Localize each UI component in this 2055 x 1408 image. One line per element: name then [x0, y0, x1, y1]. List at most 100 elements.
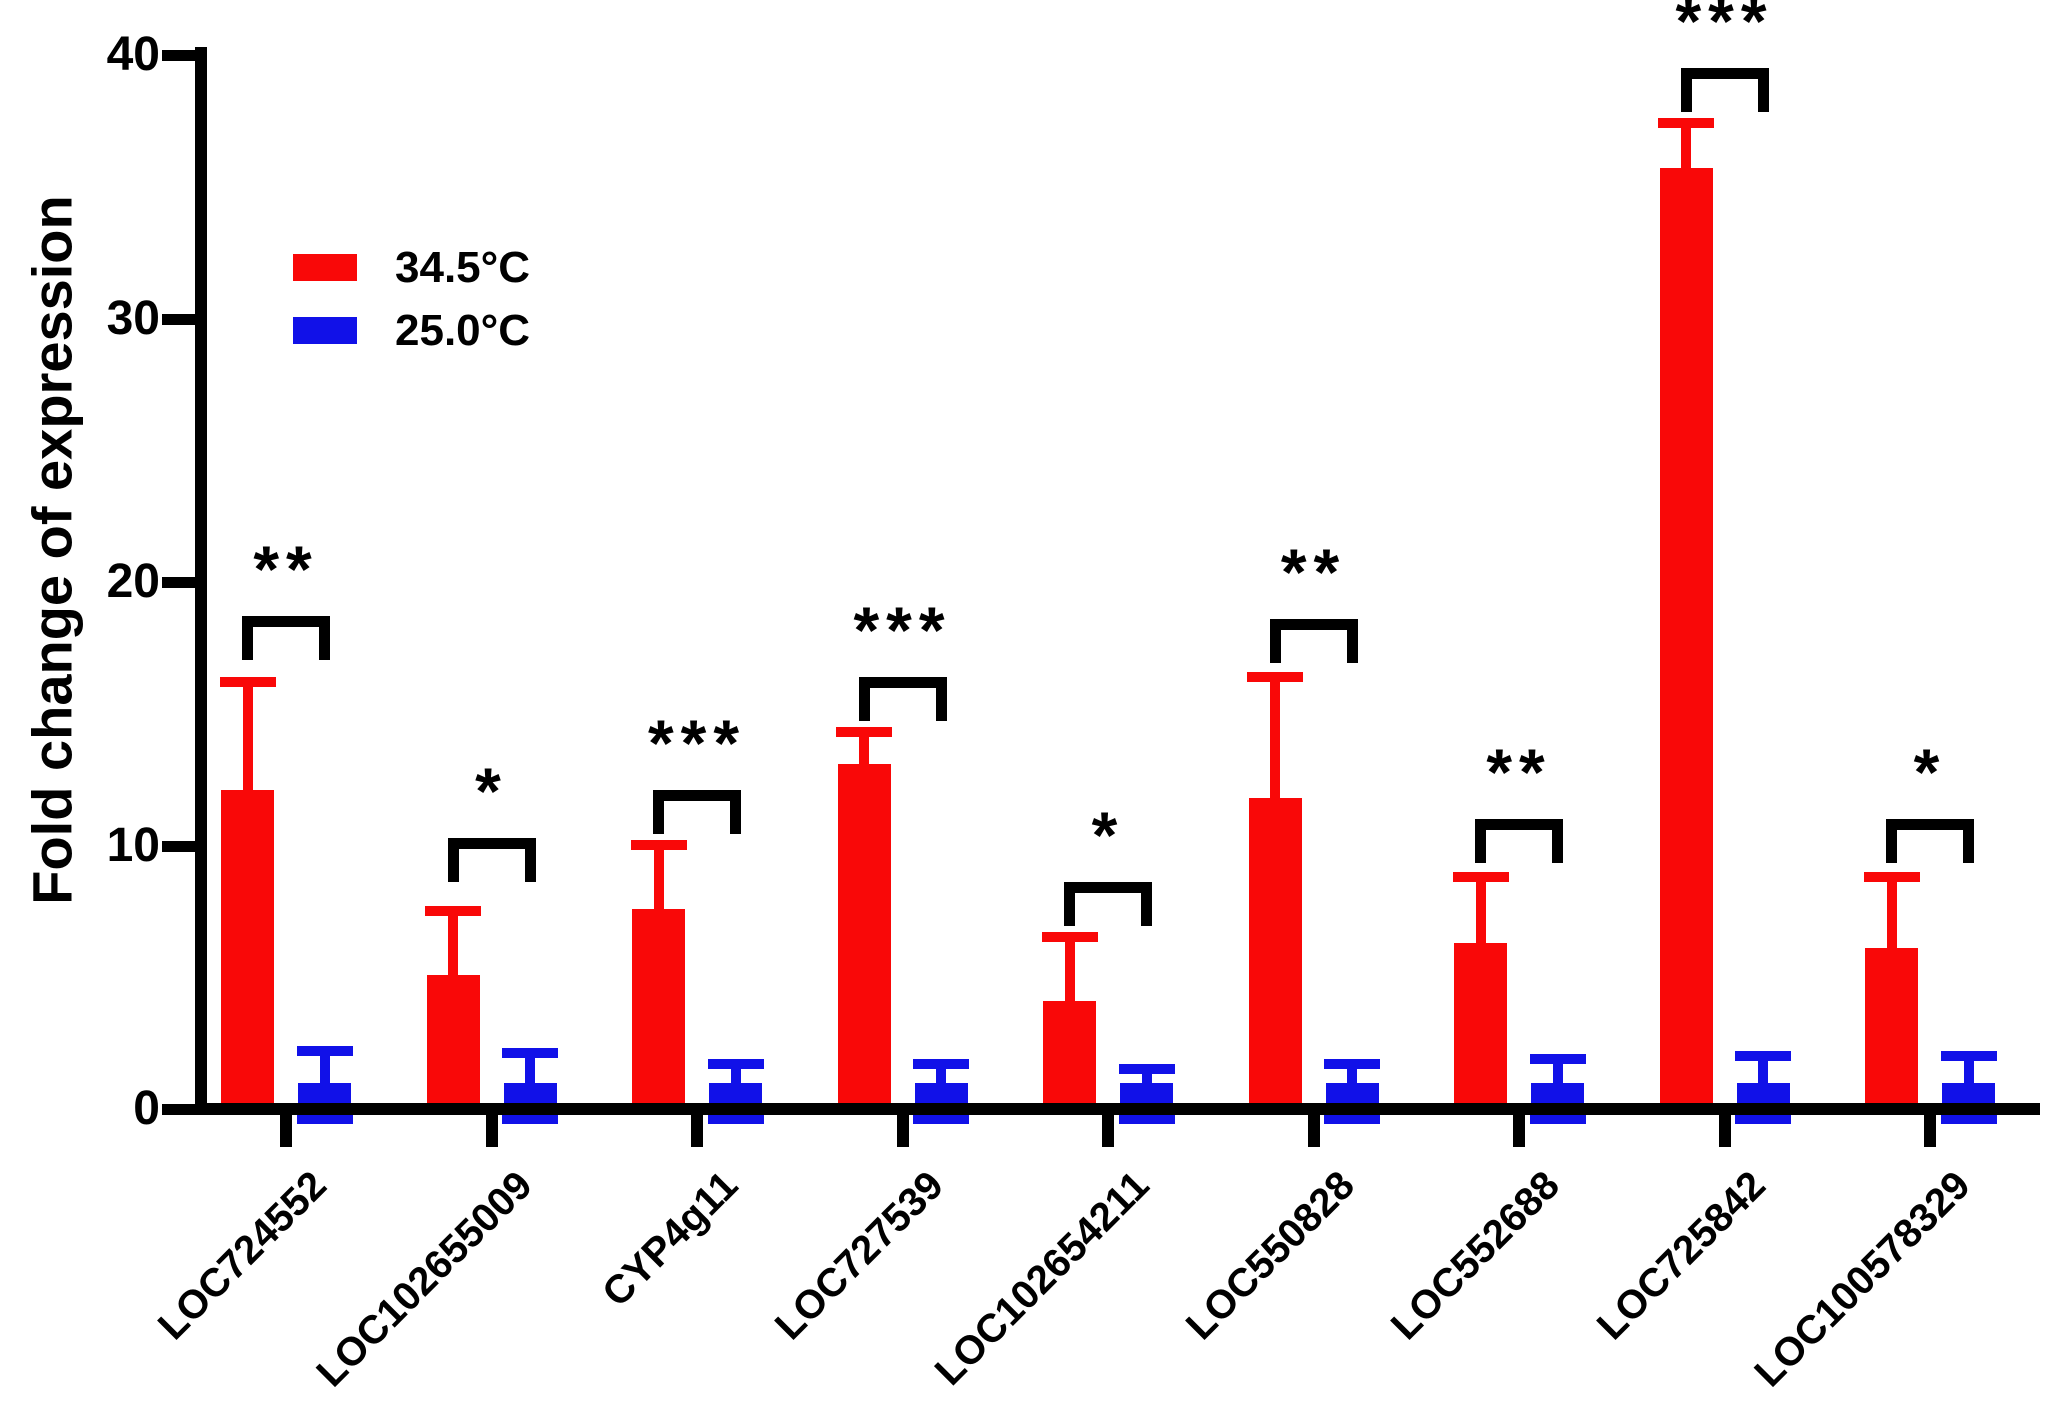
significance-bracket — [447, 837, 536, 882]
error-bar-lower-cap-25-0c — [1735, 1114, 1791, 1124]
x-category-label: LOC100578329 — [1746, 1163, 1980, 1396]
error-bar-cap-25-0c — [502, 1048, 558, 1059]
significance-asterisks: *** — [647, 706, 747, 781]
x-category-label: CYP4g11 — [593, 1163, 747, 1316]
error-bar-cap-34-5c — [219, 676, 276, 687]
error-bar-stem-25-0c — [1963, 1056, 1974, 1088]
bar-34-5c — [1043, 1000, 1096, 1115]
error-bar-stem-34-5c — [448, 911, 458, 980]
significance-asterisks: * — [1091, 798, 1125, 873]
error-bar-lower-cap-25-0c — [1118, 1114, 1175, 1124]
error-bar-cap-34-5c — [1452, 871, 1509, 882]
x-tick-mark — [1718, 1115, 1731, 1147]
x-category-label: LOC552688 — [1382, 1163, 1569, 1349]
significance-bracket — [1269, 618, 1358, 663]
significance-bracket — [653, 790, 741, 835]
x-tick-mark — [1307, 1115, 1320, 1147]
error-bar-cap-34-5c — [836, 726, 892, 737]
error-bar-stem-25-0c — [936, 1063, 946, 1088]
x-tick-mark — [280, 1115, 292, 1147]
significance-asterisks: ** — [1486, 735, 1552, 810]
error-bar-stem-34-5c — [859, 731, 869, 769]
error-bar-cap-25-0c — [296, 1045, 353, 1056]
significance-bracket — [858, 676, 947, 721]
error-bar-cap-25-0c — [1940, 1051, 1997, 1062]
error-bar-stem-25-0c — [319, 1050, 330, 1088]
error-bar-cap-25-0c — [1735, 1051, 1791, 1062]
error-bar-lower-cap-25-0c — [296, 1114, 353, 1124]
error-bar-cap-25-0c — [913, 1058, 969, 1069]
error-bar-stem-25-0c — [1347, 1063, 1357, 1088]
x-tick-mark — [896, 1115, 909, 1147]
y-tick-mark — [162, 313, 195, 325]
y-tick-label: 10 — [106, 818, 160, 872]
bar-34-5c — [221, 790, 274, 1115]
significance-asterisks: *** — [853, 592, 952, 667]
bar-34-5c — [1454, 942, 1507, 1115]
x-category-label: LOC102655009 — [308, 1163, 541, 1396]
significance-bracket — [1064, 882, 1152, 927]
x-axis-line — [195, 1103, 2040, 1115]
x-tick-mark — [485, 1115, 498, 1147]
y-tick-label: 20 — [106, 555, 160, 608]
y-tick-mark — [162, 577, 195, 588]
legend-label-34-5c: 34.5°C — [395, 243, 531, 292]
error-bar-cap-34-5c — [425, 906, 481, 917]
error-bar-stem-25-0c — [525, 1053, 535, 1088]
x-category-label: LOC727539 — [766, 1163, 952, 1349]
x-category-label: LOC725842 — [1588, 1163, 1774, 1349]
error-bar-stem-34-5c — [1681, 123, 1691, 174]
bar-34-5c — [632, 908, 685, 1115]
error-bar-cap-25-0c — [1118, 1064, 1175, 1075]
significance-bracket — [242, 616, 330, 661]
x-category-label: LOC724552 — [149, 1163, 336, 1349]
significance-asterisks: * — [475, 753, 508, 828]
x-tick-mark — [1102, 1115, 1114, 1147]
bar-34-5c — [1865, 948, 1918, 1115]
x-tick-mark — [1924, 1115, 1936, 1147]
bar-34-5c — [837, 763, 891, 1115]
error-bar-lower-cap-25-0c — [502, 1114, 558, 1124]
x-tick-mark — [691, 1115, 703, 1147]
significance-bracket — [1475, 819, 1563, 864]
significance-bracket — [1886, 819, 1974, 864]
bar-34-5c — [426, 974, 480, 1115]
error-bar-lower-cap-25-0c — [707, 1114, 764, 1124]
significance-asterisks: * — [1913, 735, 1947, 810]
error-bar-lower-cap-25-0c — [1324, 1114, 1380, 1124]
error-bar-stem-34-5c — [1886, 876, 1897, 954]
bar-34-5c — [1659, 168, 1713, 1115]
error-bar-lower-cap-25-0c — [1940, 1114, 1997, 1124]
error-bar-cap-34-5c — [630, 840, 687, 851]
y-tick-label: 40 — [106, 28, 160, 81]
x-category-label: LOC102654211 — [926, 1163, 1158, 1394]
error-bar-stem-34-5c — [653, 845, 664, 914]
error-bar-cap-25-0c — [1324, 1058, 1380, 1069]
significance-bracket — [1680, 68, 1769, 113]
significance-asterisks: ** — [253, 532, 319, 607]
error-bar-cap-25-0c — [707, 1058, 764, 1069]
x-tick-mark — [1513, 1115, 1525, 1147]
error-bar-cap-34-5c — [1658, 118, 1714, 129]
error-bar-stem-25-0c — [1552, 1058, 1563, 1088]
error-bar-cap-25-0c — [1529, 1053, 1586, 1064]
error-bar-stem-34-5c — [1475, 876, 1486, 948]
error-bar-stem-34-5c — [242, 681, 253, 796]
x-category-label: LOC550828 — [1177, 1163, 1363, 1349]
y-tick-label: 0 — [133, 1082, 160, 1135]
y-tick-mark — [162, 1104, 195, 1115]
error-bar-stem-34-5c — [1064, 937, 1075, 1006]
error-bar-lower-cap-25-0c — [913, 1114, 969, 1124]
y-tick-mark — [162, 840, 195, 852]
y-tick-mark — [162, 50, 195, 61]
legend-swatch-25-0c — [293, 317, 357, 344]
significance-asterisks: ** — [1280, 534, 1347, 609]
error-bar-lower-cap-25-0c — [1529, 1114, 1586, 1124]
error-bar-stem-25-0c — [1141, 1069, 1152, 1088]
error-bar-stem-34-5c — [1270, 676, 1280, 804]
legend-label-25-0c: 25.0°C — [395, 306, 531, 355]
legend-swatch-34-5c — [293, 254, 357, 281]
error-bar-stem-25-0c — [1758, 1056, 1768, 1088]
significance-asterisks: *** — [1675, 0, 1774, 59]
